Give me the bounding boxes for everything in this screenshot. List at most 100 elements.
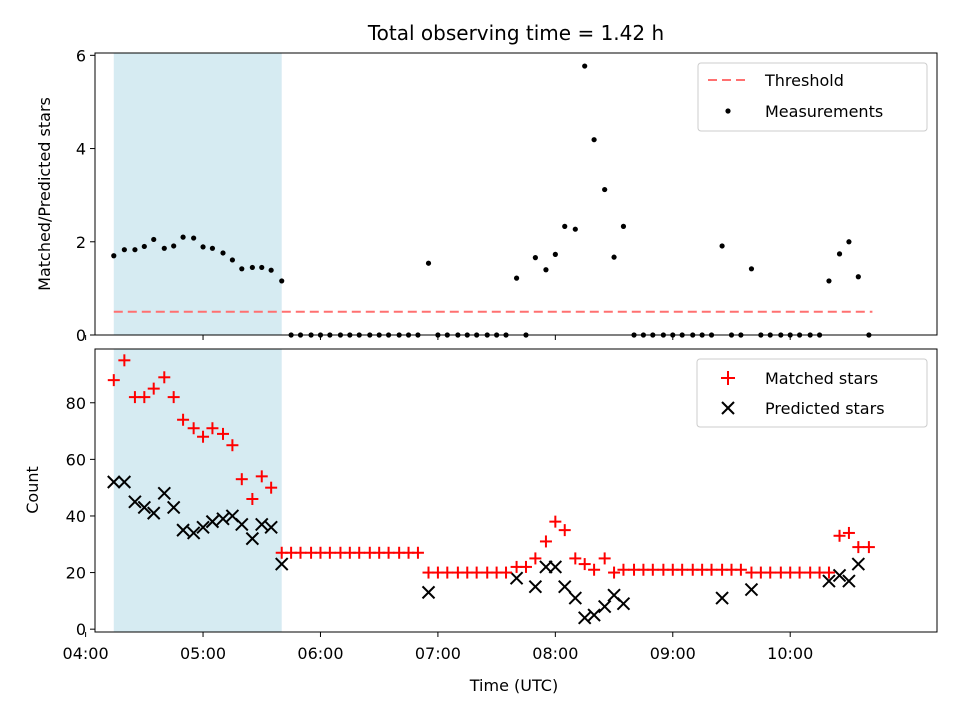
measurement-point xyxy=(249,264,255,271)
measurement-point xyxy=(191,235,197,241)
measurements-legend-marker xyxy=(725,108,731,114)
count-y-tick-label: 20 xyxy=(66,564,86,583)
count-panel: 0 20 40 60 80 04:00 05:00 06:00 07:00 08:00 09:00 1… xyxy=(23,348,938,695)
matched-star-marker xyxy=(235,473,248,486)
ratio-legend-box xyxy=(697,62,928,132)
measurement-point xyxy=(268,267,274,273)
ratio-panel-frame xyxy=(94,52,938,336)
predicted-star-marker xyxy=(186,526,201,540)
predicted-star-marker xyxy=(264,520,278,534)
predicted-star-marker xyxy=(176,523,190,537)
matched-star-marker xyxy=(578,558,591,571)
predicted-star-marker xyxy=(216,512,230,526)
matched-star-marker xyxy=(734,563,747,576)
x-axis-label: Time (UTC) xyxy=(469,676,558,695)
ratio-y-tick-label: 6 xyxy=(76,46,86,65)
ratio-legend: Threshold Measurements xyxy=(697,62,928,132)
measurement-point xyxy=(582,63,588,69)
matched-star-marker xyxy=(529,552,542,565)
ratio-observing-span xyxy=(113,53,282,335)
measurement-point xyxy=(200,244,206,250)
predicted-star-marker xyxy=(196,520,210,534)
predicted-star-marker xyxy=(851,557,866,571)
x-tick-label: 04:00 xyxy=(63,644,109,663)
measurement-point xyxy=(279,278,285,284)
matched-legend-label: Matched stars xyxy=(765,369,878,388)
predicted-star-marker xyxy=(597,599,612,614)
x-tick-label: 06:00 xyxy=(297,644,343,663)
threshold-legend-label: Threshold xyxy=(764,71,844,90)
predicted-star-marker xyxy=(822,574,836,588)
matched-star-marker xyxy=(197,430,210,443)
predicted-star-marker xyxy=(744,582,759,597)
chart-title: Total observing time = 1.42 h xyxy=(367,21,664,45)
matched-star-marker xyxy=(793,566,806,579)
matched-star-marker xyxy=(764,566,777,579)
matched-star-marker xyxy=(167,391,180,404)
measurement-point xyxy=(161,245,167,251)
predicted-star-marker xyxy=(568,591,583,605)
measurement-point xyxy=(132,247,138,253)
matched-star-marker xyxy=(519,560,532,573)
matched-star-marker xyxy=(118,354,131,367)
predicted-star-marker xyxy=(558,580,572,594)
measurement-point xyxy=(111,253,117,259)
predicted-star-marker xyxy=(715,591,729,605)
matched-star-marker xyxy=(158,371,171,384)
ratio-y-tick-label: 2 xyxy=(76,233,86,252)
predicted-star-marker xyxy=(587,608,601,622)
matched-star-marker xyxy=(255,470,268,483)
matched-star-marker xyxy=(323,546,336,559)
matched-star-marker xyxy=(226,439,239,452)
count-y-tick-label: 0 xyxy=(76,620,86,639)
measurement-point xyxy=(259,264,265,271)
matched-star-marker xyxy=(558,524,571,537)
matched-star-marker xyxy=(852,541,865,554)
predicted-star-marker xyxy=(128,495,142,509)
matched-star-marker xyxy=(265,481,278,494)
measurement-point xyxy=(141,243,147,250)
predicted-star-marker xyxy=(147,506,161,520)
x-tick-label: 08:00 xyxy=(532,644,578,663)
matched-star-marker xyxy=(617,563,630,576)
matched-star-marker xyxy=(147,382,160,395)
measurement-point xyxy=(846,239,852,245)
matched-star-marker xyxy=(217,427,230,440)
predicted-star-marker xyxy=(245,531,260,546)
matched-star-marker xyxy=(822,566,835,579)
measurement-point xyxy=(602,186,608,193)
x-tick-label: 07:00 xyxy=(415,644,461,663)
measurement-point xyxy=(220,250,226,256)
ratio-panel-axes: 0 2 4 6 xyxy=(76,46,791,345)
predicted-legend-label: Predicted stars xyxy=(765,399,885,418)
predicted-star-marker xyxy=(421,585,436,600)
matched-star-marker xyxy=(107,374,120,387)
count-panel-axes: 0 20 40 60 80 04:00 05:00 06:00 07:00 08:00 09:00 1… xyxy=(63,394,814,663)
predicted-star-marker xyxy=(205,514,220,529)
predicted-star-marker xyxy=(117,475,132,489)
measurement-point xyxy=(748,266,755,272)
count-legend: Matched stars Predicted stars xyxy=(696,358,928,428)
matched-star-marker xyxy=(549,515,562,528)
measurement-point xyxy=(620,223,627,229)
ratio-plot-area xyxy=(111,53,873,338)
measurement-point xyxy=(591,137,597,143)
measurement-point xyxy=(562,223,568,229)
measurement-point xyxy=(611,254,617,260)
count-legend-box xyxy=(696,358,928,428)
count-y-axis-label: Count xyxy=(23,466,42,514)
count-plot-area xyxy=(107,349,875,632)
matched-star-marker xyxy=(411,546,424,559)
matched-star-marker xyxy=(382,546,395,559)
matched-star-marker xyxy=(598,552,611,565)
ratio-y-tick-label: 0 xyxy=(76,326,86,345)
measurement-point xyxy=(121,247,127,253)
predicted-star-marker xyxy=(832,568,847,583)
measurement-point xyxy=(239,266,245,272)
matched-star-marker xyxy=(588,563,601,576)
matched-star-marker xyxy=(862,541,875,554)
predicted-star-marker xyxy=(107,475,121,489)
matched-star-marker xyxy=(470,566,483,579)
matched-star-marker xyxy=(539,535,552,548)
